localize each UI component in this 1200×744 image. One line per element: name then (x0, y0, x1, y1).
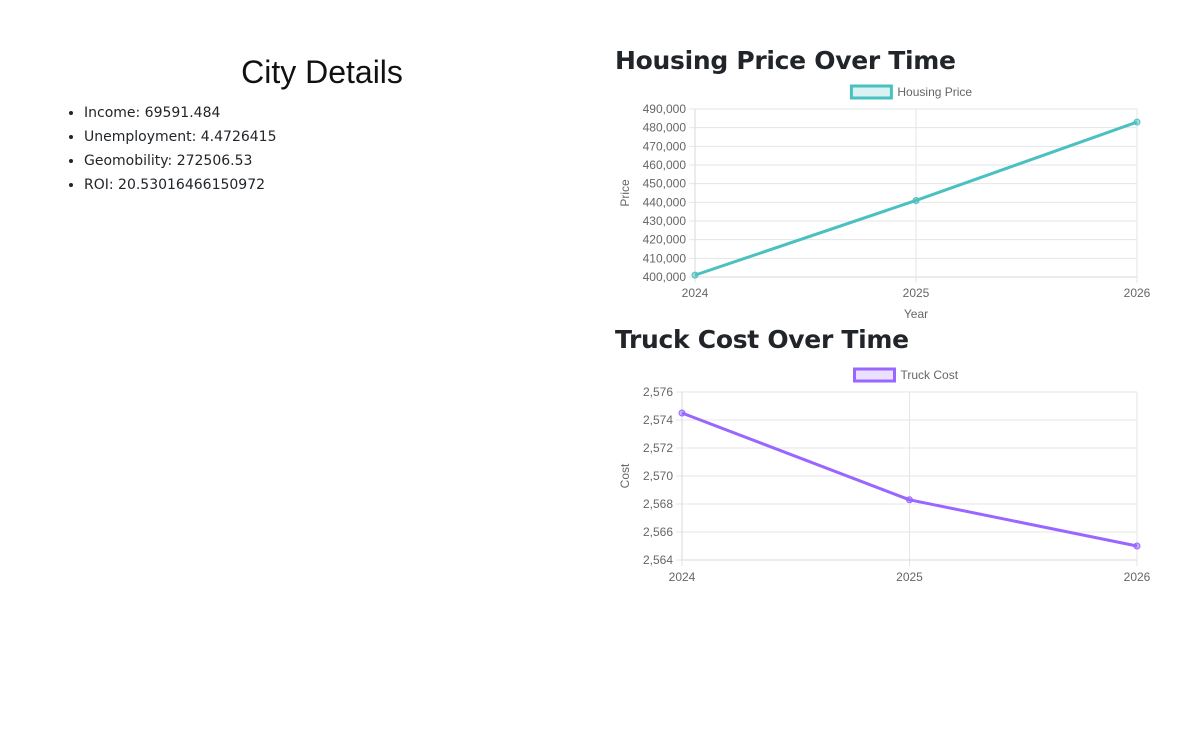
legend-label: Truck Cost (901, 368, 959, 382)
y-tick-label: 460,000 (643, 158, 687, 172)
y-tick-label: 490,000 (643, 102, 687, 116)
city-stats-list: Income: 69591.484 Unemployment: 4.472641… (48, 101, 596, 197)
y-axis-title: Price (618, 179, 632, 207)
y-tick-label: 450,000 (643, 177, 687, 191)
y-tick-label: 2,574 (643, 413, 673, 427)
data-point (1133, 542, 1141, 550)
x-tick-label: 2024 (669, 570, 696, 584)
y-tick-label: 2,568 (643, 497, 673, 511)
y-tick-label: 440,000 (643, 195, 687, 209)
data-point (691, 271, 699, 279)
stat-geomobility: Geomobility: 272506.53 (84, 149, 596, 173)
x-tick-label: 2026 (1124, 570, 1151, 584)
legend-swatch (849, 84, 893, 100)
y-tick-label: 2,564 (643, 553, 673, 567)
data-point (678, 409, 686, 417)
y-axis-title: Cost (618, 463, 632, 488)
y-tick-label: 420,000 (643, 233, 687, 247)
truck-chart-heading: Truck Cost Over Time (615, 325, 909, 354)
legend-label: Housing Price (897, 85, 972, 99)
legend-swatch (853, 367, 896, 383)
housing-price-chart: Housing Price 490,000 480,000 470,000 460,00… (618, 84, 1151, 321)
housing-chart-heading: Housing Price Over Time (615, 46, 956, 75)
y-tick-label: 410,000 (643, 251, 687, 265)
data-point (912, 196, 920, 204)
y-tick-label: 2,572 (643, 441, 673, 455)
city-details-panel: City Details Income: 69591.484 Unemploym… (48, 40, 596, 197)
data-point (1133, 118, 1141, 126)
y-tick-label: 400,000 (643, 270, 687, 284)
y-tick-label: 2,566 (643, 525, 673, 539)
y-tick-label: 430,000 (643, 214, 687, 228)
stat-unemployment: Unemployment: 4.4726415 (84, 125, 596, 149)
stat-roi: ROI: 20.53016466150972 (84, 173, 596, 197)
y-tick-label: 2,576 (643, 385, 673, 399)
stat-income: Income: 69591.484 (84, 101, 596, 125)
x-tick-label: 2025 (896, 570, 923, 584)
truck-cost-chart: Truck Cost 2,576 2,574 2,572 2,570 2,568 2,566… (618, 367, 1151, 584)
y-tick-label: 480,000 (643, 121, 687, 135)
city-details-title: City Details (241, 54, 403, 90)
x-tick-label: 2024 (682, 286, 709, 300)
y-tick-label: 2,570 (643, 469, 673, 483)
x-tick-label: 2025 (903, 286, 930, 300)
y-tick-label: 470,000 (643, 139, 687, 153)
x-axis-title: Year (904, 307, 928, 321)
chart-legend: Housing Price (849, 84, 972, 100)
data-point (906, 496, 913, 504)
charts-panel: Housing Price Over Time Housing Price 490… (615, 46, 1160, 604)
x-tick-label: 2026 (1124, 286, 1151, 300)
chart-legend: Truck Cost (853, 367, 959, 383)
